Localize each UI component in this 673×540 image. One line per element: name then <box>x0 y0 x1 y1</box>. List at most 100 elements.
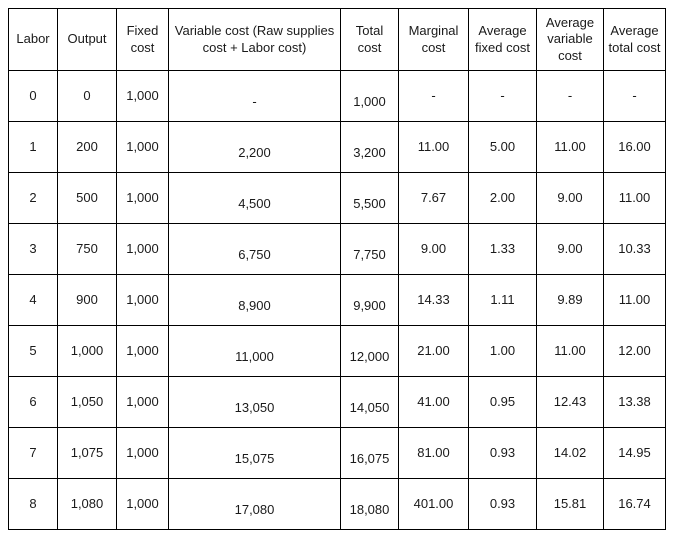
cell-output: 500 <box>57 172 117 224</box>
cell-variable_cost: 15,075 <box>168 427 341 479</box>
cell-avg_total_cost: 12.00 <box>603 325 666 377</box>
table-row-labor-1: 1 200 1,000 2,200 3,200 11.00 5.00 11.00 16.00 <box>8 121 666 173</box>
cell-marginal_cost: 41.00 <box>398 376 469 428</box>
cell-total_cost: 7,750 <box>340 223 399 275</box>
cell-avg_variable_cost: 9.89 <box>536 274 604 326</box>
cell-output: 1,000 <box>57 325 117 377</box>
cell-avg_variable_cost: 12.43 <box>536 376 604 428</box>
cell-output: 1,080 <box>57 478 117 530</box>
column-header-labor: Labor <box>8 8 58 71</box>
cell-fixed_cost: 1,000 <box>116 121 169 173</box>
table-row-labor-5: 5 1,000 1,000 11,000 12,000 21.00 1.00 11.00 12.… <box>8 325 666 377</box>
cell-variable_cost: 4,500 <box>168 172 341 224</box>
cell-avg_total_cost: 16.00 <box>603 121 666 173</box>
cell-output: 750 <box>57 223 117 275</box>
cell-labor: 1 <box>8 121 58 173</box>
cell-avg_variable_cost: 9.00 <box>536 223 604 275</box>
cell-avg_total_cost: 16.74 <box>603 478 666 530</box>
cell-avg_fixed_cost: 0.95 <box>468 376 537 428</box>
cell-avg_total_cost: 11.00 <box>603 172 666 224</box>
table-body: 0 0 1,000-1,000- - - -1 200 1,000 2,200 3,200 11.0… <box>8 70 666 530</box>
cell-avg_fixed_cost: - <box>468 70 537 122</box>
cell-fixed_cost: 1,000 <box>116 325 169 377</box>
cell-avg_variable_cost: - <box>536 70 604 122</box>
cell-output: 200 <box>57 121 117 173</box>
cell-avg_fixed_cost: 5.00 <box>468 121 537 173</box>
cell-total_cost: 3,200 <box>340 121 399 173</box>
cell-total_cost: 14,050 <box>340 376 399 428</box>
cell-labor: 0 <box>8 70 58 122</box>
cell-marginal_cost: 9.00 <box>398 223 469 275</box>
column-header-marginal_cost: Marginal cost <box>398 8 469 71</box>
cell-marginal_cost: 21.00 <box>398 325 469 377</box>
column-header-output: Output <box>57 8 117 71</box>
cell-labor: 6 <box>8 376 58 428</box>
table-row-labor-8: 8 1,080 1,000 17,080 18,080 401.00 0.93 15.81 16… <box>8 478 666 530</box>
cell-marginal_cost: 11.00 <box>398 121 469 173</box>
cell-labor: 2 <box>8 172 58 224</box>
cell-labor: 3 <box>8 223 58 275</box>
cell-avg_total_cost: 10.33 <box>603 223 666 275</box>
column-header-avg_total_cost: Average total cost <box>603 8 666 71</box>
cell-fixed_cost: 1,000 <box>116 172 169 224</box>
cell-avg_fixed_cost: 1.00 <box>468 325 537 377</box>
cell-avg_fixed_cost: 2.00 <box>468 172 537 224</box>
cell-variable_cost: 6,750 <box>168 223 341 275</box>
cell-avg_fixed_cost: 0.93 <box>468 427 537 479</box>
cell-avg_variable_cost: 14.02 <box>536 427 604 479</box>
column-header-avg_fixed_cost: Average fixed cost <box>468 8 537 71</box>
cell-avg_total_cost: - <box>603 70 666 122</box>
cell-avg_variable_cost: 9.00 <box>536 172 604 224</box>
cell-fixed_cost: 1,000 <box>116 223 169 275</box>
cell-marginal_cost: 14.33 <box>398 274 469 326</box>
cell-output: 1,075 <box>57 427 117 479</box>
cell-avg_fixed_cost: 1.11 <box>468 274 537 326</box>
cell-marginal_cost: 7.67 <box>398 172 469 224</box>
cell-fixed_cost: 1,000 <box>116 427 169 479</box>
table-row-labor-6: 6 1,050 1,000 13,050 14,050 41.00 0.95 12.43 13.… <box>8 376 666 428</box>
cell-labor: 4 <box>8 274 58 326</box>
cell-fixed_cost: 1,000 <box>116 70 169 122</box>
column-header-variable_cost: Variable cost (Raw supplies cost + Labor… <box>168 8 341 71</box>
cell-avg_variable_cost: 11.00 <box>536 325 604 377</box>
cell-variable_cost: 8,900 <box>168 274 341 326</box>
cell-marginal_cost: 81.00 <box>398 427 469 479</box>
column-header-total_cost: Total cost <box>340 8 399 71</box>
cell-avg_total_cost: 11.00 <box>603 274 666 326</box>
cell-avg_variable_cost: 15.81 <box>536 478 604 530</box>
cell-marginal_cost: 401.00 <box>398 478 469 530</box>
cell-avg_total_cost: 13.38 <box>603 376 666 428</box>
cell-avg_variable_cost: 11.00 <box>536 121 604 173</box>
table-row-labor-2: 2 500 1,000 4,500 5,500 7.67 2.00 9.00 11.00 <box>8 172 666 224</box>
cell-avg_total_cost: 14.95 <box>603 427 666 479</box>
cell-output: 900 <box>57 274 117 326</box>
cell-fixed_cost: 1,000 <box>116 478 169 530</box>
production-cost-table: Labor Output Fixed cost Variable cost (Raw … <box>8 8 666 530</box>
table-header: Labor Output Fixed cost Variable cost (Raw … <box>8 8 666 71</box>
column-header-avg_variable_cost: Average variable cost <box>536 8 604 71</box>
table-row-labor-3: 3 750 1,000 6,750 7,750 9.00 1.33 9.00 10.33 <box>8 223 666 275</box>
cell-variable_cost: 13,050 <box>168 376 341 428</box>
cell-labor: 8 <box>8 478 58 530</box>
cell-output: 0 <box>57 70 117 122</box>
cell-marginal_cost: - <box>398 70 469 122</box>
cell-variable_cost: 17,080 <box>168 478 341 530</box>
cell-total_cost: 12,000 <box>340 325 399 377</box>
cell-labor: 7 <box>8 427 58 479</box>
cell-fixed_cost: 1,000 <box>116 376 169 428</box>
header-row: Labor Output Fixed cost Variable cost (Raw … <box>8 8 666 71</box>
cell-labor: 5 <box>8 325 58 377</box>
cell-avg_fixed_cost: 0.93 <box>468 478 537 530</box>
cell-total_cost: 5,500 <box>340 172 399 224</box>
cell-variable_cost: 11,000 <box>168 325 341 377</box>
cell-avg_fixed_cost: 1.33 <box>468 223 537 275</box>
table-row-labor-0: 0 0 1,000-1,000- - - - <box>8 70 666 122</box>
cell-fixed_cost: 1,000 <box>116 274 169 326</box>
cell-total_cost: 1,000 <box>340 70 399 122</box>
cell-variable_cost: 2,200 <box>168 121 341 173</box>
cell-total_cost: 16,075 <box>340 427 399 479</box>
cell-total_cost: 18,080 <box>340 478 399 530</box>
table-row-labor-4: 4 900 1,000 8,900 9,900 14.33 1.11 9.89 11.00 <box>8 274 666 326</box>
column-header-fixed_cost: Fixed cost <box>116 8 169 71</box>
table-row-labor-7: 7 1,075 1,000 15,075 16,075 81.00 0.93 14.02 14.… <box>8 427 666 479</box>
